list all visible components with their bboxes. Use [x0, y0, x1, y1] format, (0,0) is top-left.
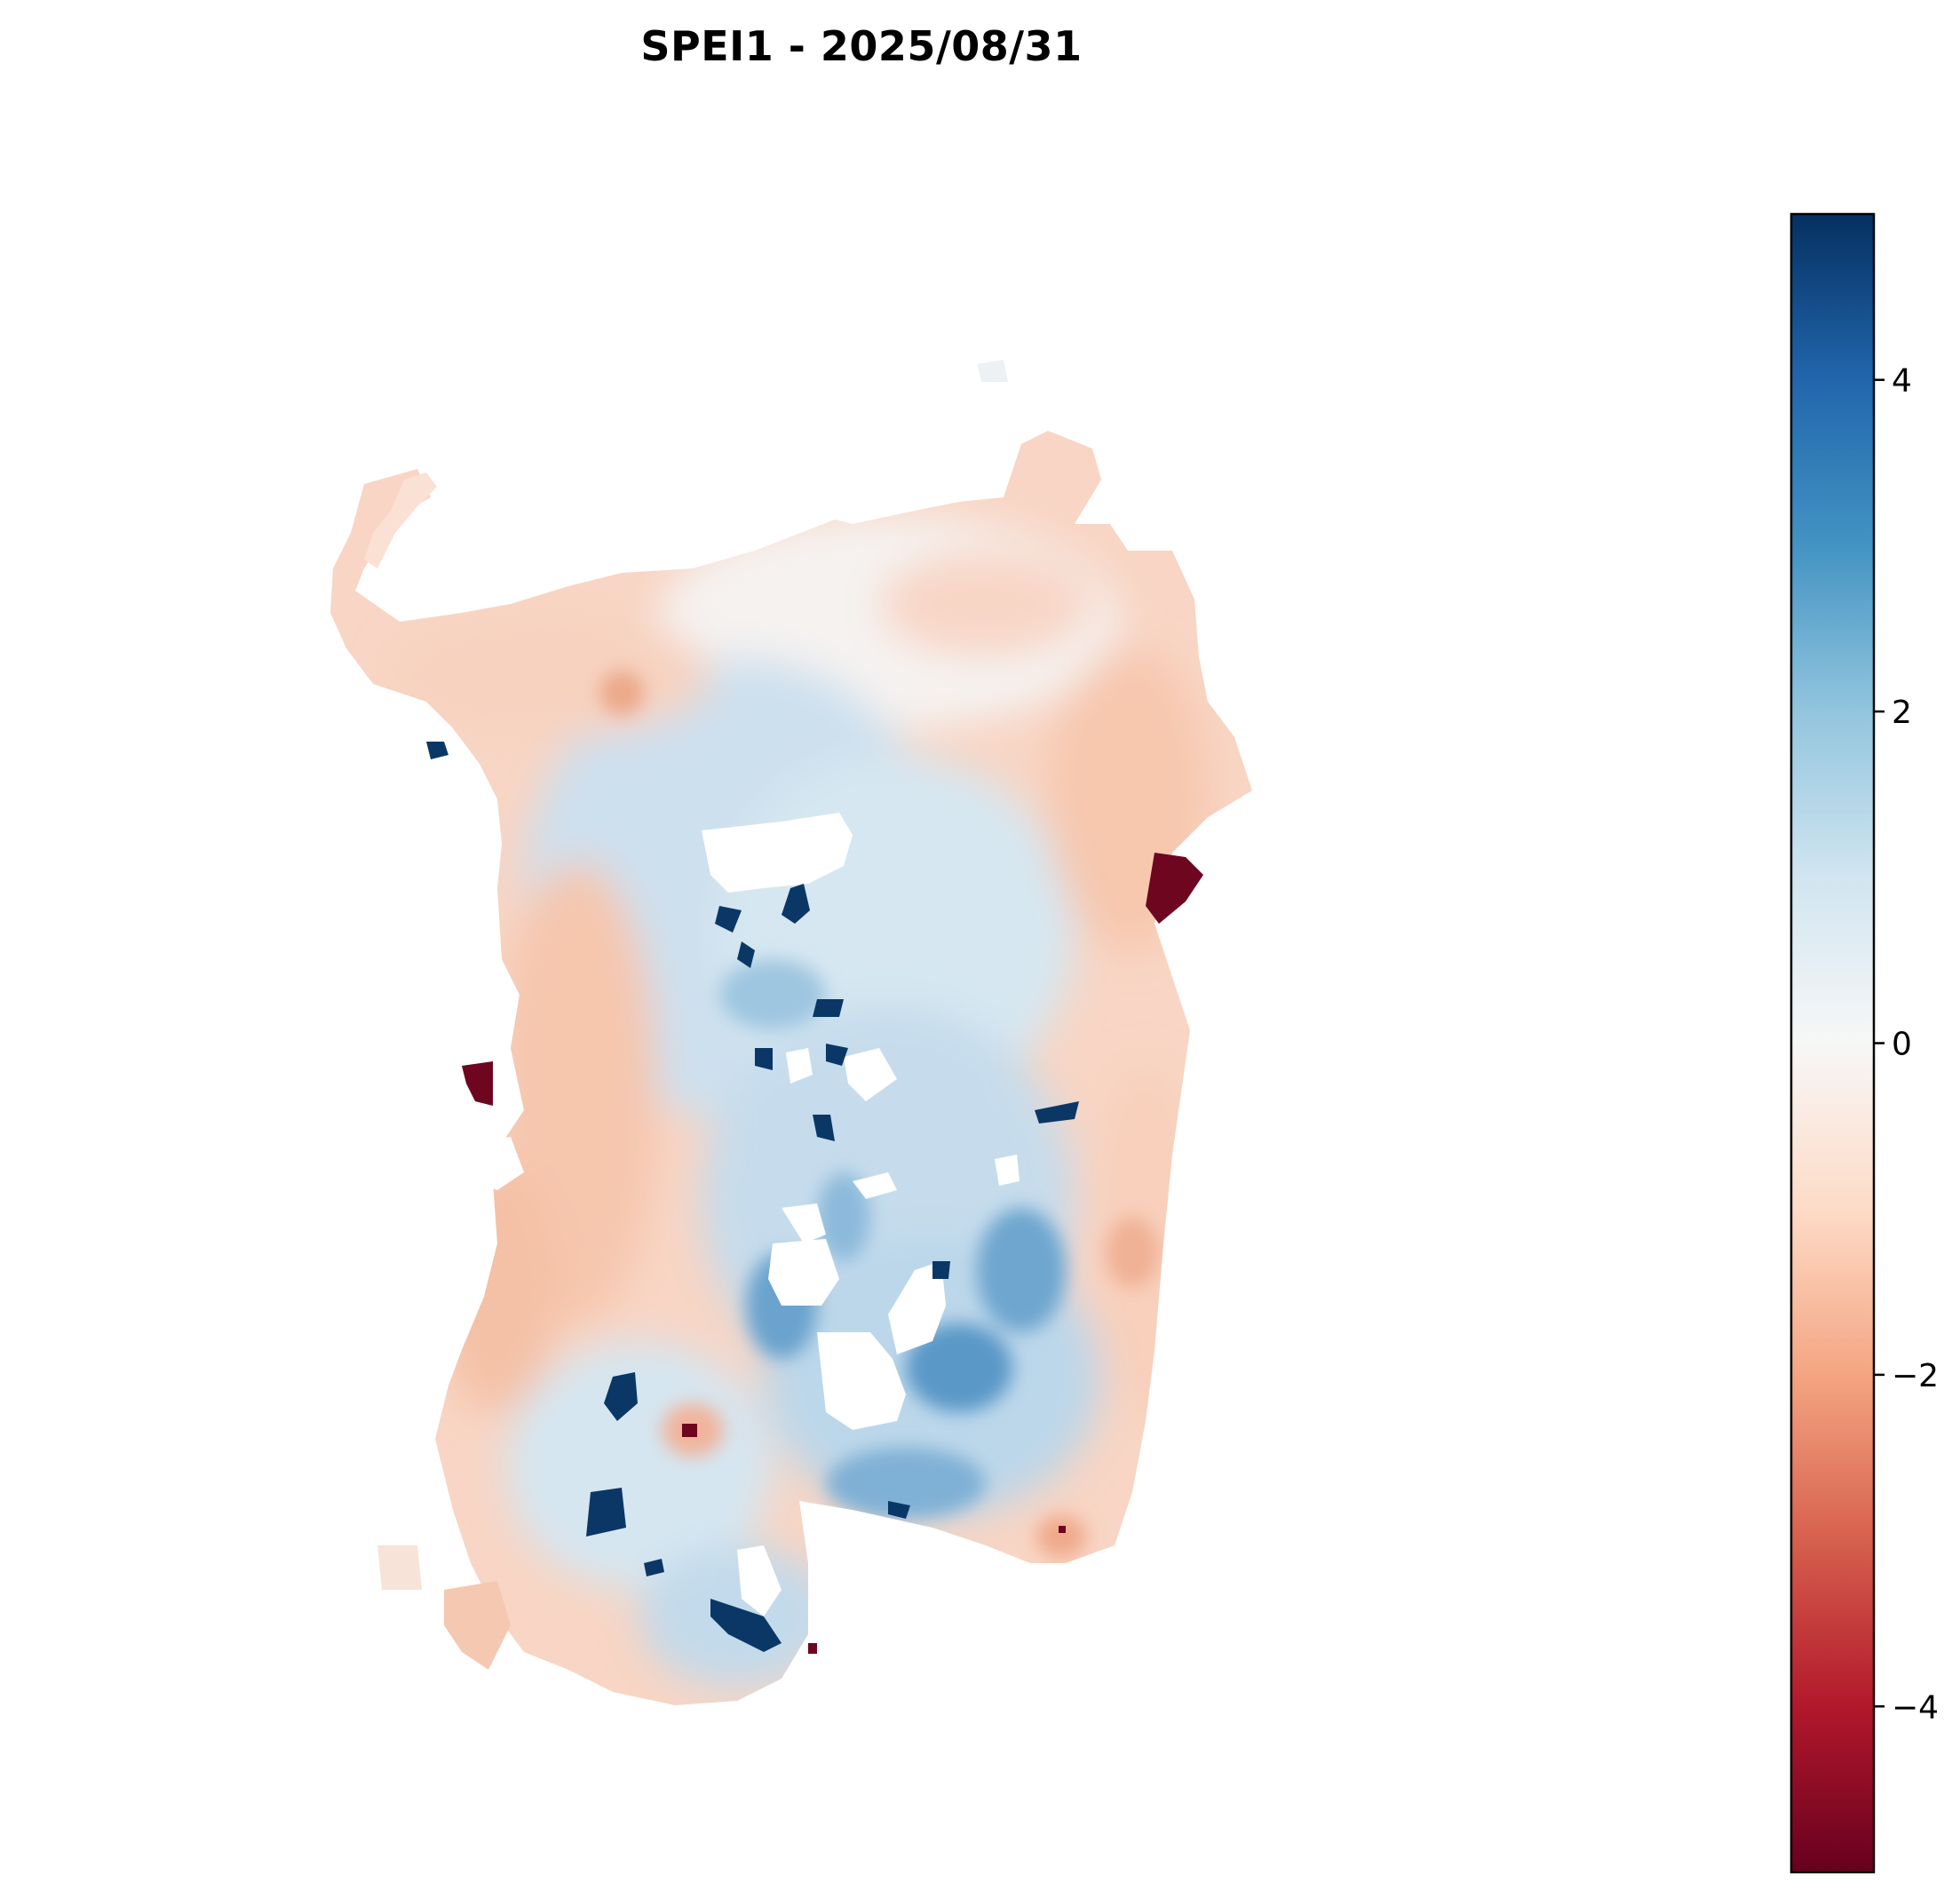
- dry-patch-west-coast: [462, 1061, 493, 1106]
- islet-southwest: [377, 1545, 422, 1590]
- islet-north: [977, 360, 1008, 382]
- islet-northwest: [364, 472, 437, 568]
- dry-patch-east-coast: [1146, 853, 1203, 924]
- colorbar-tick-label: 0: [1892, 1027, 1912, 1063]
- dry-patch-southwest: [808, 1643, 817, 1654]
- nodata-holes: [462, 813, 1020, 1616]
- extreme-dry-patches: [462, 853, 1203, 1654]
- islet-san-pietro: [444, 1581, 511, 1670]
- colorbar-ticks: 4 2 0 −2 −4: [1874, 363, 1939, 1726]
- map-title: SPEI1 - 2025/08/31: [640, 22, 1083, 70]
- colorbar-tick-label: 4: [1892, 363, 1912, 400]
- colorbar-tick-label: 2: [1892, 695, 1912, 731]
- extreme-wet-patches: [426, 742, 1079, 1652]
- colorbar-tick-label: −2: [1892, 1358, 1939, 1394]
- spei-map: [330, 360, 1252, 1705]
- colorbar-tick-label: −4: [1892, 1689, 1939, 1726]
- colorbar-gradient: [1789, 212, 1876, 1874]
- dry-patch-south: [682, 1424, 697, 1437]
- dry-patch-southeast: [1059, 1526, 1066, 1533]
- colorbar: 4 2 0 −2 −4: [1789, 212, 1939, 1874]
